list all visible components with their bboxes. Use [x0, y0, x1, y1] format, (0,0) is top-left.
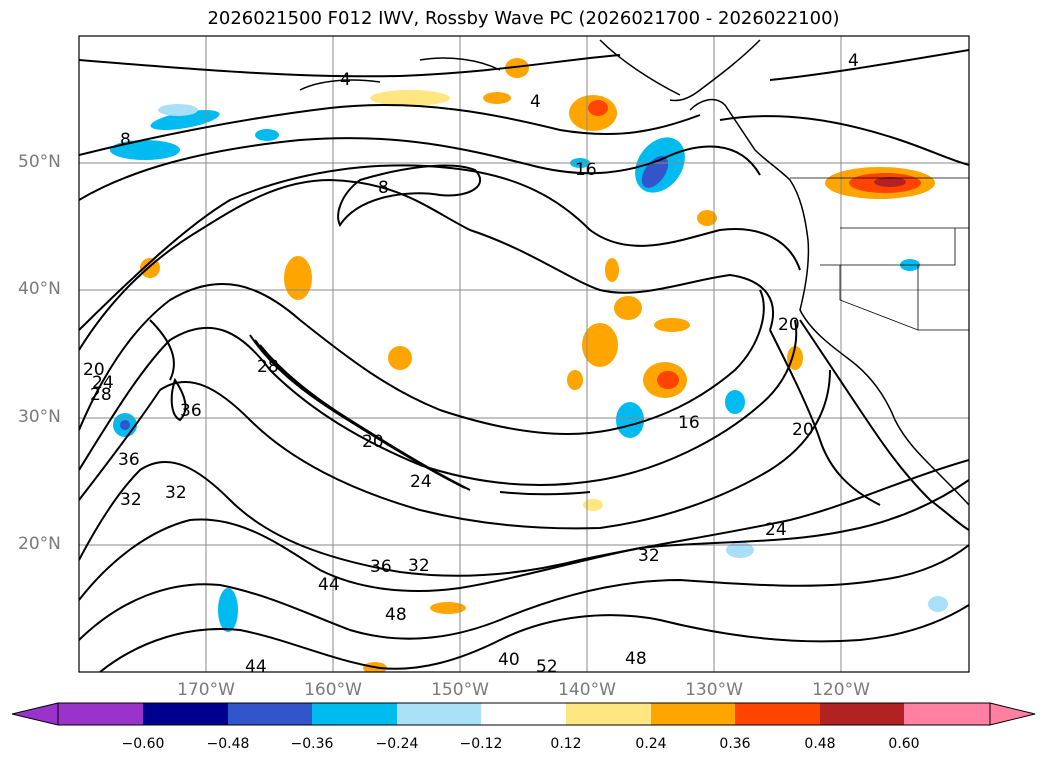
- colorbar-tick: −0.48: [206, 736, 250, 752]
- contour-label: 24: [765, 520, 787, 540]
- colorbar-segment: [566, 703, 651, 725]
- colorbar-tick: 0.36: [719, 736, 751, 752]
- colorbar-extend-low: [12, 703, 58, 725]
- coastlines: [299, 39, 969, 506]
- contour-label: 32: [638, 546, 660, 566]
- contour-label: 32: [408, 556, 430, 576]
- colorbar-tick: −0.24: [375, 736, 419, 752]
- lat-label-30n: 30°N: [18, 407, 61, 427]
- lon-label-150w: 150°W: [431, 680, 489, 700]
- contour-label: 32: [120, 490, 142, 510]
- contour-label: 4: [848, 51, 859, 71]
- lon-label-130w: 130°W: [685, 680, 743, 700]
- contour-label: 24: [92, 373, 114, 393]
- colorbar-tick: 0.12: [550, 736, 582, 752]
- colorbar-segment: [312, 703, 397, 725]
- contour-label: 16: [678, 413, 700, 433]
- colorbar-segment: [820, 703, 904, 725]
- contour-label: 20: [362, 432, 384, 452]
- contour-label: 4: [530, 92, 541, 112]
- contour-label: 8: [378, 178, 389, 198]
- colorbar: [11, 702, 1036, 726]
- colorbar-tick: −0.60: [121, 736, 165, 752]
- colorbar-segment: [58, 703, 143, 725]
- contour-label: 44: [318, 575, 340, 595]
- contour-label: 48: [625, 649, 647, 669]
- contour-label: 48: [385, 605, 407, 625]
- contour-label: 36: [118, 450, 140, 470]
- contour-label: 36: [370, 557, 392, 577]
- iwv-contours: [79, 49, 969, 672]
- colorbar-segment: [228, 703, 312, 725]
- contour-label: 44: [245, 657, 267, 677]
- colorbar-segment: [397, 703, 481, 725]
- contour-label: 32: [165, 483, 187, 503]
- colorbar-tick: 0.24: [635, 736, 667, 752]
- contour-label: 28: [257, 357, 279, 377]
- colorbar-segment: [904, 703, 990, 725]
- contour-label: 16: [575, 160, 597, 180]
- contour-label: 52: [536, 657, 558, 677]
- contour-label: 20: [792, 420, 814, 440]
- map-plot: 4 4 4 8 8 16 16 20 20 20 24 24 28 32 32 …: [78, 35, 970, 677]
- lon-label-170w: 170°W: [177, 680, 235, 700]
- contour-label: 20: [778, 315, 800, 335]
- colorbar-segments: [12, 703, 1035, 725]
- contour-label: 24: [410, 472, 432, 492]
- contour-label: 8: [120, 130, 131, 150]
- colorbar-segment: [481, 703, 566, 725]
- contour-labels: 4 4 4 8 8 16 16 20 20 20 24 24 28 32 32 …: [83, 51, 859, 677]
- colorbar-segment: [143, 703, 228, 725]
- colorbar-tick: −0.36: [290, 736, 334, 752]
- lat-label-50n: 50°N: [18, 152, 61, 172]
- lon-label-120w: 120°W: [812, 680, 870, 700]
- lon-label-140w: 140°W: [558, 680, 616, 700]
- colorbar-tick: 0.60: [888, 736, 920, 752]
- colorbar-segment: [651, 703, 735, 725]
- lat-label-20n: 20°N: [18, 534, 61, 554]
- colorbar-extend-high: [990, 703, 1035, 725]
- contour-label: 28: [90, 385, 112, 405]
- map-title: 2026021500 F012 IWV, Rossby Wave PC (202…: [207, 8, 840, 29]
- colorbar-tick: 0.48: [804, 736, 836, 752]
- contour-label: 4: [340, 70, 351, 90]
- colorbar-tick: −0.12: [459, 736, 503, 752]
- contour-label: 40: [498, 650, 520, 670]
- political-borders: [790, 177, 969, 331]
- colorbar-segment: [735, 703, 820, 725]
- lat-label-40n: 40°N: [18, 279, 61, 299]
- contour-label: 20: [83, 360, 105, 380]
- lon-label-160w: 160°W: [304, 680, 362, 700]
- contour-label: 36: [180, 401, 202, 421]
